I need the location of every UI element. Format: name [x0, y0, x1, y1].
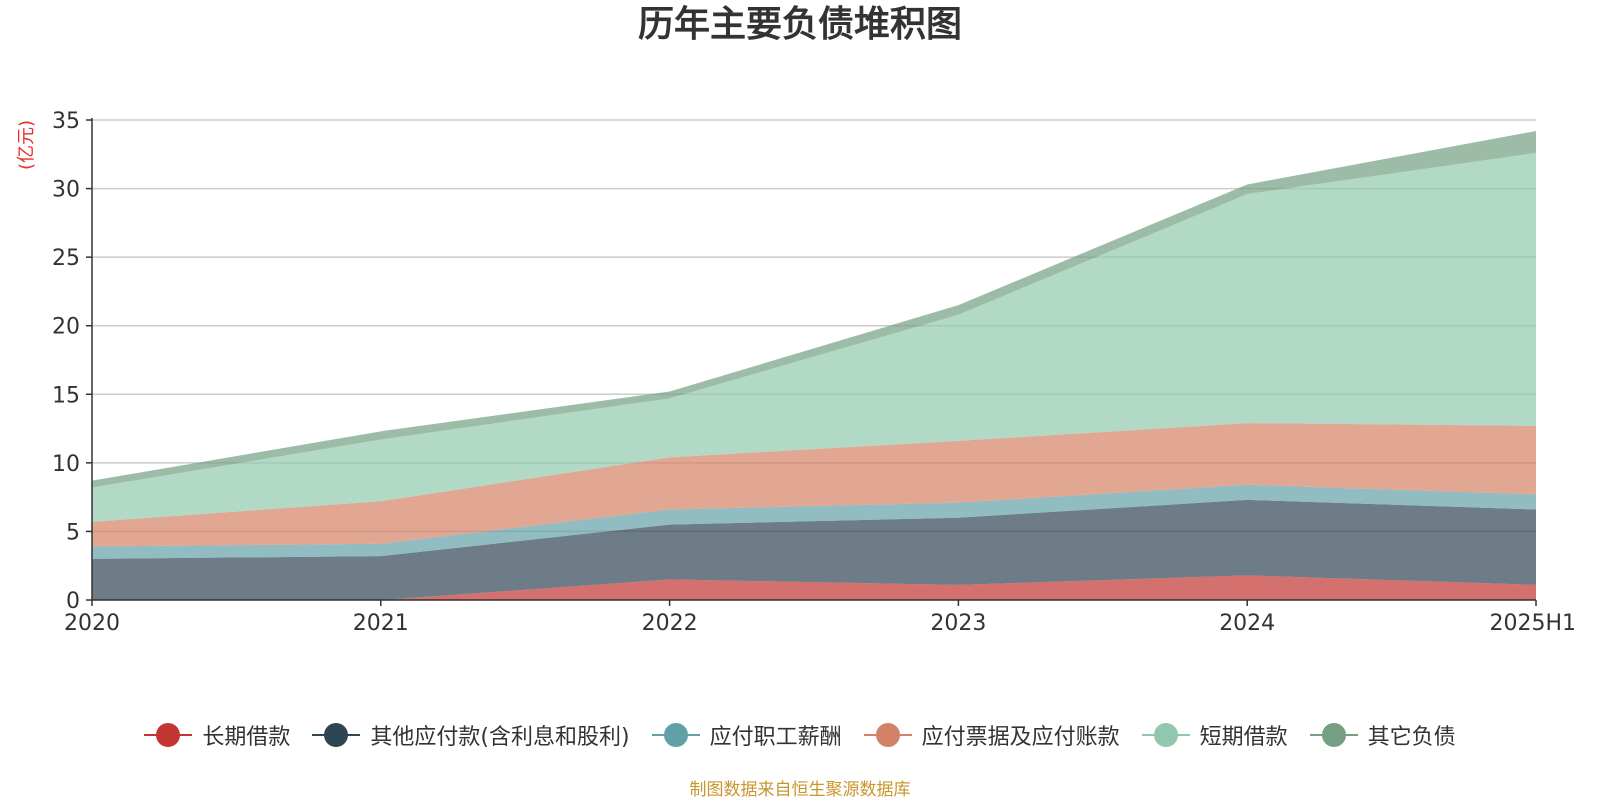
legend-label: 长期借款	[202, 725, 291, 750]
legend-item-5[interactable]: 其它负债	[1309, 719, 1456, 751]
series-areas	[92, 130, 1536, 600]
legend-label: 短期借款	[1199, 725, 1288, 750]
legend-label: 其他应付款(含利息和股利)	[370, 725, 630, 750]
y-tick-label: 20	[52, 315, 80, 340]
series-area-4	[92, 152, 1536, 522]
legend-marker-icon	[1309, 723, 1358, 747]
series-area-5	[92, 130, 1536, 488]
series-area-0	[92, 575, 1536, 600]
y-tick-label: 10	[52, 452, 80, 477]
legend-label: 其它负债	[1367, 725, 1456, 750]
legend-marker-icon	[312, 723, 361, 747]
x-tick-label: 2022	[642, 611, 698, 636]
legend-marker-icon	[1141, 723, 1190, 747]
x-tick-label: 2025H1	[1489, 611, 1576, 636]
x-tick-label: 2024	[1219, 611, 1275, 636]
legend-marker-icon	[863, 723, 912, 747]
y-tick-label: 5	[66, 520, 80, 545]
y-tick-label: 30	[52, 178, 80, 203]
stacked-area-chart: (亿元) 0 5 10 15 20 25 30 35 2020 2021 2022 2023 2024 2…	[16, 109, 1576, 636]
legend-label: 应付票据及应付账款	[921, 725, 1120, 750]
series-area-3	[92, 423, 1536, 547]
legend-item-4[interactable]: 短期借款	[1141, 719, 1288, 751]
y-tick-label: 35	[52, 109, 80, 134]
axes: 0 5 10 15 20 25 30 35 2020 2021 2022 2023 2024 2025H1	[52, 109, 1576, 636]
legend-item-3[interactable]: 应付票据及应付账款	[863, 719, 1120, 751]
y-tick-label: 25	[52, 246, 80, 271]
series-area-1	[92, 499, 1536, 600]
legend-label: 应付职工薪酬	[709, 725, 842, 750]
y-tick-label: 15	[52, 383, 80, 408]
source-note: 制图数据来自恒生聚源数据库	[689, 780, 911, 800]
series-area-2	[92, 484, 1536, 559]
x-tick-label: 2023	[930, 611, 986, 636]
x-tick-label: 2021	[353, 611, 409, 636]
x-tick-label: 2020	[64, 611, 120, 636]
legend-item-1[interactable]: 其他应付款(含利息和股利)	[312, 719, 630, 751]
y-tick-label: 0	[66, 589, 80, 614]
chart-title: 历年主要负债堆积图	[637, 4, 962, 45]
legend-item-0[interactable]: 长期借款	[144, 719, 290, 751]
legend-marker-icon	[651, 723, 700, 747]
legend-marker-icon	[144, 723, 193, 747]
legend-item-2[interactable]: 应付职工薪酬	[651, 719, 842, 751]
y-axis-unit-label: (亿元)	[16, 120, 37, 170]
legend: 长期借款 其他应付款(含利息和股利) 应付职工薪酬 应付票据及应付账款 短期借款 其它负债	[0, 715, 1600, 755]
